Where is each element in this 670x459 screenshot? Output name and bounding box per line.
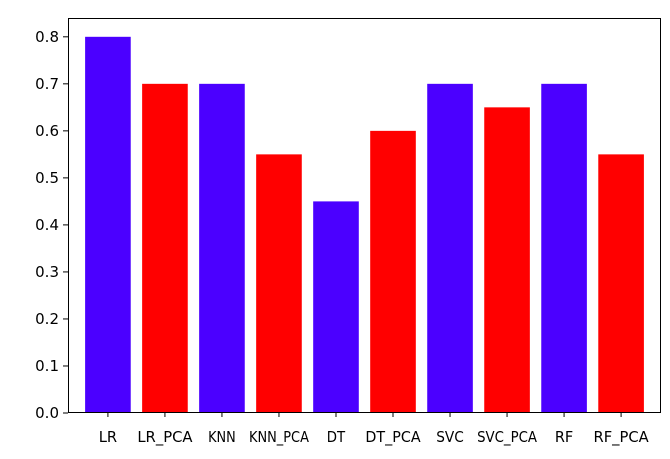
- x-tick-label: KNN: [208, 428, 236, 446]
- y-tick-label: 0.8: [35, 28, 59, 46]
- x-axis: LR LR_PCA KNN KNN_PCA DT DT_PCA SVC SVC_PCA RF RF…: [99, 413, 649, 447]
- y-axis: 0.0 0.1 0.2 0.3 0.4 0.5 0.6 0.7 0.8: [35, 28, 68, 422]
- bar-rf: [541, 83, 587, 413]
- x-tick-label: DT_PCA: [365, 428, 421, 447]
- bar-dt: [313, 201, 359, 413]
- bars-layer: [85, 36, 644, 414]
- y-tick-label: 0.2: [35, 310, 59, 328]
- y-tick-label: 0.3: [35, 263, 59, 281]
- y-tick-label: 0.4: [35, 216, 59, 234]
- plot-frame: [68, 18, 661, 413]
- bar-knn: [199, 83, 245, 413]
- y-tick-label: 0.7: [35, 75, 59, 93]
- bar-svc-pca: [484, 107, 530, 413]
- x-tick-label: RF_PCA: [593, 428, 649, 447]
- x-tick-label: RF: [555, 428, 573, 446]
- x-tick-label: DT: [327, 428, 346, 446]
- x-tick-label: KNN_PCA: [249, 428, 310, 447]
- y-tick-label: 0.5: [35, 169, 59, 187]
- x-tick-label: LR_PCA: [137, 428, 193, 447]
- bar-knn-pca: [256, 154, 302, 413]
- bar-dt-pca: [370, 130, 416, 414]
- bar-rf-pca: [598, 154, 644, 413]
- bar-lr: [85, 36, 131, 414]
- x-tick-label: SVC: [436, 428, 464, 446]
- x-tick-label: LR: [99, 428, 117, 446]
- bar-svc: [427, 83, 473, 413]
- bar-lr-pca: [142, 83, 188, 413]
- y-tick-label: 0.6: [35, 122, 59, 140]
- y-tick-label: 0.1: [35, 357, 59, 375]
- y-tick-label: 0.0: [35, 404, 59, 422]
- x-tick-label: SVC_PCA: [477, 428, 538, 447]
